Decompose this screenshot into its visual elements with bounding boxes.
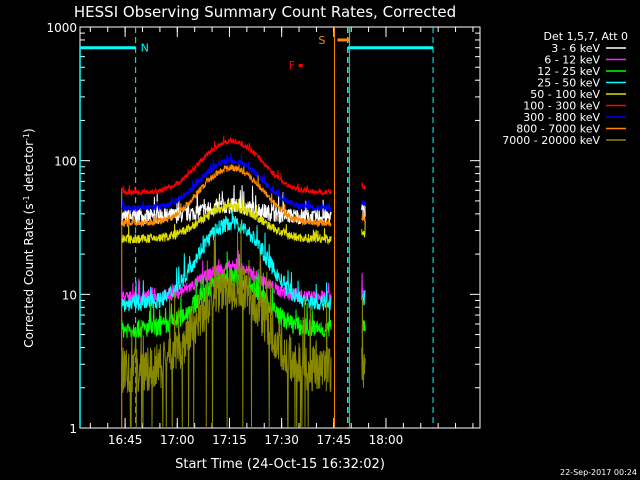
series-line-4-seg0: [121, 198, 332, 246]
x-tick-label: 18:00: [369, 433, 404, 447]
series-line-5-seg0: [121, 136, 332, 197]
x-axis-ticks: 16:45 17:00 17:15 17:30 17:45 18:00: [89, 27, 474, 447]
annotation-n: N: [141, 42, 149, 55]
legend-label: 25 - 50 keV: [537, 77, 600, 90]
y-tick-label: 1: [69, 422, 77, 436]
series-line-7-seg1: [361, 210, 366, 223]
orbit-markers: [79, 27, 434, 428]
x-tick-label: 17:45: [317, 433, 352, 447]
series-line-4-seg1: [361, 220, 366, 238]
series-line-2-seg0: [121, 251, 332, 339]
series-line-5-seg1: [361, 182, 366, 190]
series-line-6-seg1: [361, 200, 366, 206]
legend-label: 300 - 800 keV: [523, 111, 600, 124]
legend-label: 12 - 25 keV: [537, 65, 600, 78]
annotation-s: S: [318, 34, 325, 47]
x-tick-label: 17:00: [160, 433, 195, 447]
legend-label: 6 - 12 keV: [544, 54, 600, 67]
series-line-7-seg0: [121, 164, 332, 228]
annotation-f: F: [289, 59, 295, 72]
series-lines: [121, 136, 366, 428]
y-axis-label: Corrected Count Rate (s-1 detector-1): [22, 128, 37, 347]
series-line-8-seg1: [361, 296, 366, 388]
y-tick-label: 10: [62, 288, 77, 302]
series-line-8-seg0: [121, 223, 332, 428]
flare-marker: [298, 63, 303, 67]
legend-label: 7000 - 20000 keV: [502, 134, 600, 147]
y-tick-label: 100: [54, 155, 77, 169]
annotations: N S F: [141, 34, 326, 72]
y-axis-ticks: 1 10 100 1000: [46, 21, 480, 436]
x-tick-label: 16:45: [108, 433, 143, 447]
x-tick-label: 17:15: [212, 433, 247, 447]
legend-label: 800 - 7000 keV: [516, 123, 600, 136]
legend-label: 3 - 6 keV: [551, 42, 600, 55]
x-tick-label: 17:30: [264, 433, 299, 447]
legend-label: 100 - 300 keV: [523, 100, 600, 113]
series-line-6-seg0: [121, 153, 332, 213]
timestamp: 22-Sep-2017 00:24: [560, 468, 637, 477]
legend-title: Det 1,5,7, Att 0: [544, 30, 628, 43]
legend-label: 50 - 100 keV: [530, 88, 600, 101]
chart-title: HESSI Observing Summary Count Rates, Cor…: [74, 3, 456, 21]
y-tick-label: 1000: [46, 21, 77, 35]
x-axis-label: Start Time (24-Oct-15 16:32:02): [175, 457, 385, 472]
series-line-3-seg0: [121, 209, 332, 312]
